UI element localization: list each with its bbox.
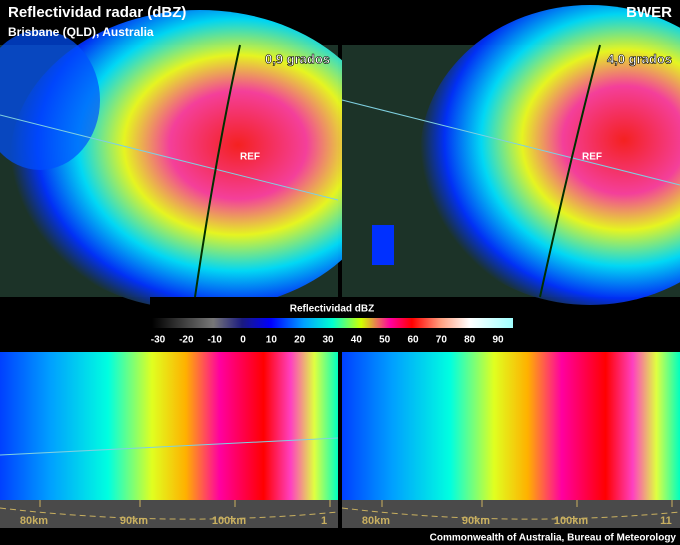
distance-label: 11 bbox=[660, 515, 672, 527]
colorbar-tick-label: 20 bbox=[294, 335, 306, 346]
colorbar-tick-label: -30 bbox=[151, 335, 166, 346]
cross-section-left bbox=[0, 352, 339, 528]
colorbar bbox=[152, 318, 513, 328]
ref-marker: REF bbox=[240, 152, 260, 163]
distance-label: 100km bbox=[554, 515, 588, 527]
distance-label: 90km bbox=[120, 515, 148, 527]
colorbar-tick-label: 40 bbox=[351, 335, 363, 346]
elevation-label: 0,9 grados bbox=[265, 51, 330, 66]
distance-label: 100km bbox=[212, 515, 246, 527]
distance-label: 80km bbox=[20, 515, 48, 527]
tag: BWER bbox=[626, 4, 672, 21]
colorbar-tick-label: 80 bbox=[464, 335, 476, 346]
cross-section-right bbox=[341, 352, 680, 528]
ppi-panel-left bbox=[0, 10, 390, 310]
subtitle: Brisbane (QLD), Australia bbox=[8, 25, 154, 39]
colorbar-tick-label: -10 bbox=[207, 335, 222, 346]
colorbar-tick-label: 70 bbox=[436, 335, 448, 346]
colorbar-tick-label: -20 bbox=[179, 335, 194, 346]
distance-label: 80km bbox=[362, 515, 390, 527]
colorbar-tick-label: 0 bbox=[240, 335, 246, 346]
colorbar-tick-label: 30 bbox=[322, 335, 334, 346]
distance-label: 1 bbox=[321, 515, 327, 527]
colorbar-tick-label: 60 bbox=[407, 335, 419, 346]
colorbar-tick-label: 10 bbox=[266, 335, 278, 346]
colorbar-tick-label: 90 bbox=[492, 335, 504, 346]
elevation-label: 4,0 grados bbox=[607, 51, 672, 66]
ref-marker: REF bbox=[582, 152, 602, 163]
colorbar-title: Reflectividad dBZ bbox=[290, 304, 374, 315]
title: Reflectividad radar (dBZ) bbox=[8, 4, 186, 21]
colorbar-tick-label: 50 bbox=[379, 335, 391, 346]
distance-label: 90km bbox=[462, 515, 490, 527]
credit: Commonwealth of Australia, Bureau of Met… bbox=[430, 533, 677, 544]
ppi-panel-right bbox=[341, 5, 680, 305]
